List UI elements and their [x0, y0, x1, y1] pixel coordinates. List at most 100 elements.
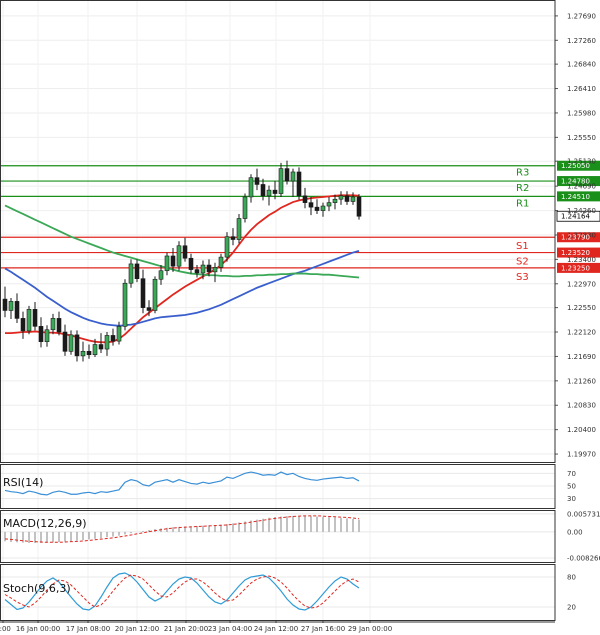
level-name-s1: S1: [516, 241, 529, 252]
gridlines: [0, 0, 555, 620]
candle-body-up: [326, 202, 332, 207]
level-price-label: 1.25050: [561, 162, 590, 170]
indicator-panels: [0, 471, 555, 611]
stoch-tick-label: 80: [567, 574, 576, 582]
candle: [110, 328, 116, 346]
candle-body-down: [134, 263, 140, 279]
level-price-tag: [557, 247, 600, 258]
candle-body-down: [140, 278, 146, 308]
candle: [158, 265, 164, 285]
candle-body-up: [320, 205, 326, 211]
rsi-line: [4, 471, 360, 496]
price-tick-label: 1.25980: [567, 109, 596, 117]
candle-body-up: [80, 351, 86, 357]
level-price-label: 1.24780: [561, 178, 590, 186]
candle-body-up: [224, 236, 230, 258]
candle: [146, 300, 152, 317]
current-price-tag: [556, 210, 600, 222]
candle-body-up: [122, 282, 128, 327]
axis-labels: 1.27690 1.27260 1.26840 1.26410 1.25980 1.255…: [0, 12, 600, 633]
candle: [230, 228, 236, 246]
candle-body-up: [158, 270, 164, 280]
moving-average-3: [4, 204, 360, 279]
candle-body-up: [26, 309, 32, 332]
candle: [170, 248, 176, 272]
level-price-tag: [557, 191, 600, 202]
candle-body-up: [68, 334, 74, 352]
candle: [242, 193, 248, 223]
candle-body-down: [146, 307, 152, 311]
candle: [164, 252, 170, 276]
candle-body-down: [296, 171, 302, 197]
candle: [50, 313, 56, 335]
candle: [320, 202, 326, 217]
panel-frame: [0, 0, 556, 463]
candle-body-up: [242, 196, 248, 219]
candle-body-down: [32, 309, 38, 327]
time-tick-label: 17 Jan 08:00: [66, 625, 110, 633]
candle: [140, 269, 146, 314]
price-tick-label: 1.22970: [567, 280, 596, 288]
candle-body-down: [188, 257, 194, 270]
candle: [176, 241, 182, 271]
stoch-tick-label: 20: [567, 604, 576, 612]
candle-body-down: [308, 202, 314, 208]
candle-body-up: [92, 344, 98, 356]
candle: [2, 286, 8, 318]
candle-body-up: [8, 301, 14, 311]
candle-body-down: [14, 301, 20, 319]
candle-body-down: [194, 269, 200, 274]
candle: [350, 192, 356, 205]
stoch-k-line: [4, 572, 360, 611]
time-tick-label: 29 Jan 00:00: [348, 625, 392, 633]
candle: [254, 168, 260, 191]
price-tick-label: 1.25130: [567, 158, 596, 166]
candle-body-down: [74, 334, 80, 357]
price-tick-label: 1.27690: [567, 12, 596, 20]
candle-body-down: [2, 298, 8, 311]
time-tick-label: 23 Jan 04:00: [208, 625, 252, 633]
candle: [14, 293, 20, 323]
macd-signal-line: [4, 515, 360, 543]
candle: [260, 178, 266, 201]
candle: [92, 338, 98, 357]
candle: [62, 324, 68, 356]
level-price-label: 1.23790: [561, 234, 590, 242]
rsi-tick-label: 70: [567, 470, 576, 478]
price-tick-label: 1.19970: [567, 451, 596, 459]
macd-title: MACD(12,26,9): [3, 517, 87, 530]
price-tick-label: 1.23830: [567, 231, 596, 239]
time-tick-label: 27 Jan 16:00: [301, 625, 345, 633]
candle-body-up: [248, 177, 254, 198]
candle: [206, 259, 212, 277]
candle: [356, 194, 362, 220]
level-price-label: 1.24510: [561, 193, 590, 201]
candle: [302, 187, 308, 209]
candle: [308, 196, 314, 216]
candle: [122, 279, 128, 331]
candle: [266, 185, 272, 206]
candle: [224, 232, 230, 262]
price-tick-label: 1.26410: [567, 85, 596, 93]
candle-body-down: [86, 351, 92, 356]
macd-tick-label: -0.008266: [567, 554, 600, 562]
candle-body-down: [110, 335, 116, 342]
stoch-d-line: [4, 574, 360, 609]
candle: [194, 265, 200, 278]
candle: [68, 330, 74, 355]
candle: [200, 260, 206, 280]
macd-tick-label: 0.00: [567, 528, 583, 536]
candle: [134, 259, 140, 283]
candle-body-down: [98, 344, 104, 350]
candle: [272, 181, 278, 200]
candle-body-down: [356, 196, 362, 217]
candle-body-down: [272, 189, 278, 194]
level-name-r3: R3: [516, 168, 529, 179]
candle: [98, 333, 104, 354]
candle-body-down: [62, 331, 68, 352]
candle: [218, 253, 224, 272]
candle: [26, 305, 32, 335]
candle-body-down: [344, 195, 350, 202]
candle-body-up: [236, 218, 242, 240]
